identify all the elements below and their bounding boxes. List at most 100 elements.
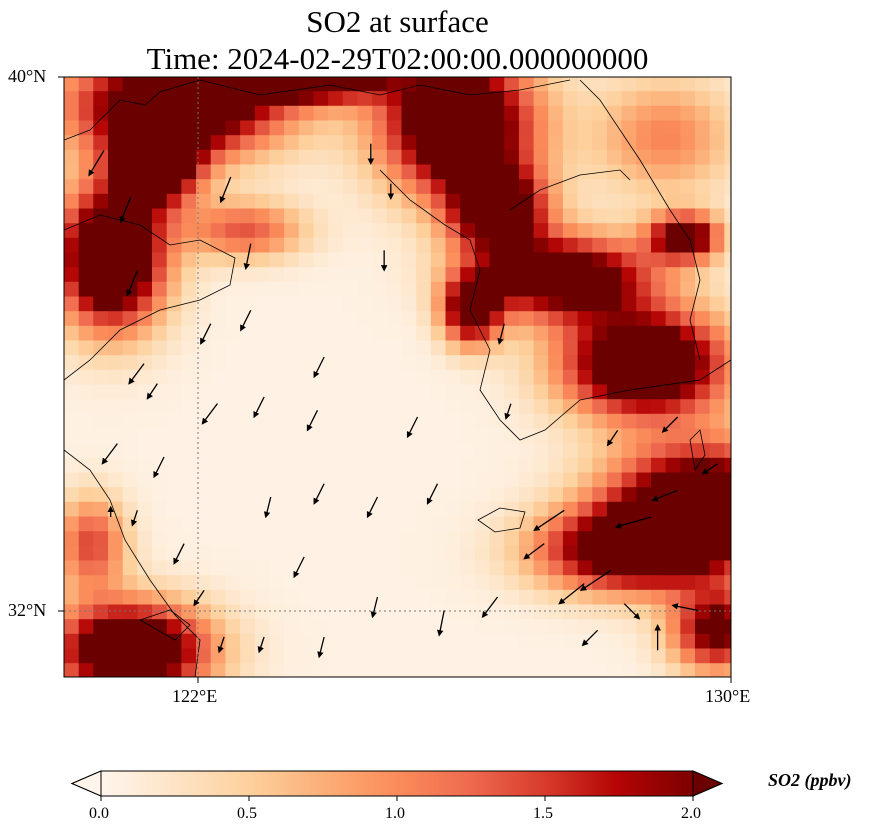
so2-cell <box>225 413 241 429</box>
so2-cell <box>606 134 623 150</box>
so2-cell <box>577 369 594 385</box>
so2-cell <box>724 354 731 370</box>
so2-cell <box>284 61 300 77</box>
so2-cell <box>709 618 726 634</box>
so2-cell <box>64 633 65 649</box>
so2-cell <box>372 339 388 356</box>
so2-cell <box>401 149 417 165</box>
so2-cell <box>342 295 359 312</box>
so2-cell <box>592 90 608 106</box>
so2-cell <box>474 134 491 150</box>
so2-cell <box>298 530 315 546</box>
so2-cell <box>665 369 682 385</box>
so2-cell <box>137 662 153 677</box>
so2-cell <box>386 545 403 561</box>
so2-cell <box>269 515 285 532</box>
so2-cell <box>709 574 726 590</box>
so2-cell <box>254 90 271 106</box>
so2-cell <box>122 325 139 341</box>
so2-cell <box>474 193 491 209</box>
so2-cell <box>240 559 256 576</box>
so2-cell <box>108 647 124 664</box>
so2-cell <box>313 295 329 312</box>
so2-cell <box>445 251 461 268</box>
so2-cell <box>474 310 491 326</box>
so2-cell <box>225 207 241 224</box>
so2-cell <box>621 545 638 561</box>
so2-cell <box>592 530 608 546</box>
so2-cell <box>460 647 476 664</box>
so2-cell <box>562 618 579 634</box>
so2-cell <box>562 559 579 576</box>
so2-cell <box>445 486 461 502</box>
so2-cell <box>709 457 726 473</box>
so2-cell <box>474 295 491 312</box>
so2-cell <box>680 193 696 209</box>
so2-cell <box>606 501 623 517</box>
so2-cell <box>739 560 755 576</box>
so2-cell <box>621 559 638 576</box>
so2-cell <box>64 369 80 385</box>
so2-cell <box>298 457 315 473</box>
so2-cell <box>416 310 432 326</box>
so2-cell <box>342 574 359 590</box>
so2-cell <box>606 662 623 677</box>
so2-cell <box>577 515 594 532</box>
so2-cell <box>460 119 476 136</box>
so2-cell <box>108 442 124 458</box>
axis-ticks <box>58 76 732 683</box>
so2-cell <box>489 310 505 326</box>
so2-cell <box>401 178 417 194</box>
so2-cell <box>665 77 682 92</box>
so2-cell <box>372 61 388 77</box>
so2-cell <box>93 677 109 693</box>
so2-cell <box>430 178 447 194</box>
so2-cell <box>665 442 682 458</box>
so2-cell <box>240 339 256 356</box>
so2-cell <box>386 134 403 150</box>
so2-cell <box>357 383 373 400</box>
so2-cell <box>93 61 109 77</box>
so2-cell <box>680 354 696 370</box>
so2-cell <box>78 193 95 209</box>
so2-cell <box>372 149 388 165</box>
so2-cell <box>430 339 447 356</box>
wind-arrow <box>481 596 499 619</box>
so2-cell <box>166 90 183 106</box>
so2-cell <box>724 662 731 677</box>
so2-cell <box>137 149 153 165</box>
so2-cell <box>284 178 300 194</box>
so2-cell <box>709 354 726 370</box>
so2-cell <box>621 647 638 664</box>
so2-cell <box>562 281 579 297</box>
so2-cell <box>137 281 153 297</box>
so2-cell <box>342 530 359 546</box>
so2-cell <box>196 471 212 488</box>
so2-cell <box>122 251 139 268</box>
so2-cell <box>489 77 505 92</box>
so2-cell <box>372 369 388 385</box>
so2-cell <box>313 515 329 532</box>
so2-cell <box>78 574 95 590</box>
so2-cell <box>93 647 109 664</box>
so2-cell <box>709 413 726 429</box>
so2-cell <box>284 442 300 458</box>
so2-cell <box>225 90 241 106</box>
so2-cell <box>108 515 124 532</box>
so2-cell <box>313 149 329 165</box>
so2-cell <box>606 574 623 590</box>
so2-cell <box>562 339 579 356</box>
so2-cell <box>152 149 168 165</box>
so2-cell <box>122 633 139 649</box>
so2-cell <box>269 295 285 312</box>
so2-cell <box>695 647 711 664</box>
so2-cell <box>225 134 241 150</box>
so2-cell <box>211 61 227 77</box>
so2-cell <box>709 105 726 121</box>
so2-cell <box>64 457 65 473</box>
so2-cell <box>284 207 300 224</box>
so2-cell <box>430 442 447 458</box>
so2-cell <box>108 193 124 209</box>
so2-cell <box>621 383 638 400</box>
so2-cell <box>328 501 344 517</box>
